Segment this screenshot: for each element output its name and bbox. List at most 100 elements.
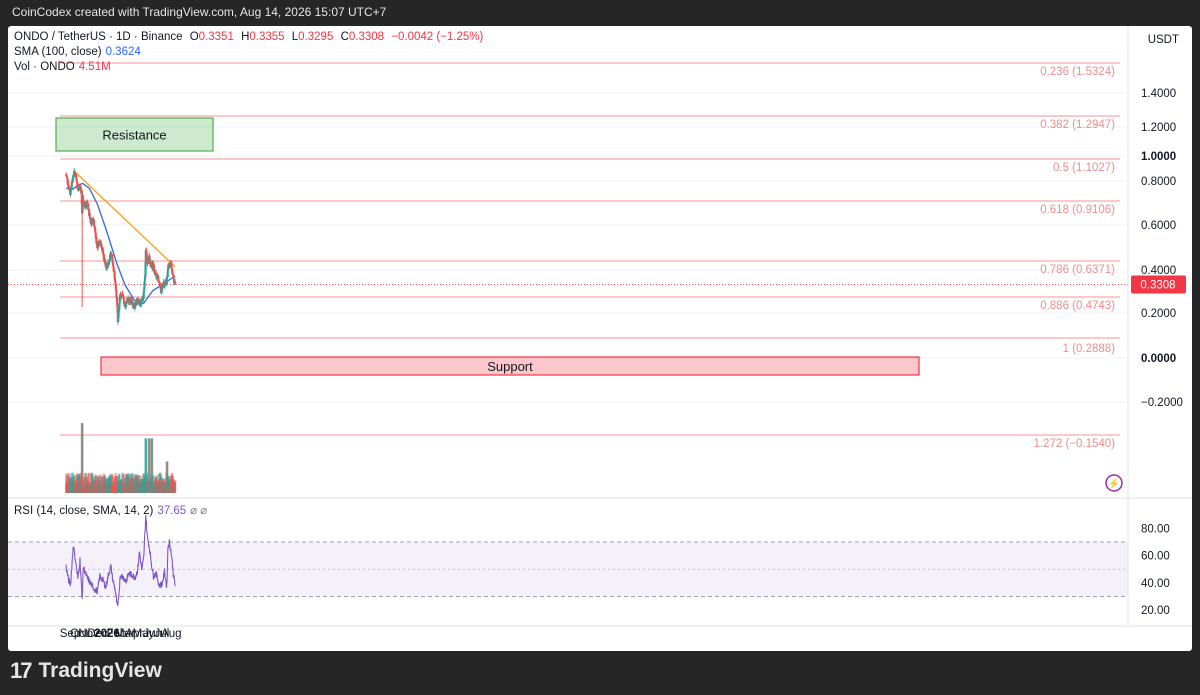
candle-body <box>137 298 140 302</box>
candle-body <box>155 273 158 277</box>
alert-icon[interactable] <box>1105 474 1123 492</box>
currency-label[interactable]: USDT <box>1147 34 1179 46</box>
zone-support <box>100 356 920 376</box>
time-tick-label: May <box>133 628 155 640</box>
fib-label: 1.272 (−0.1540) <box>1033 438 1115 450</box>
legend-rsi[interactable]: RSI (14, close, SMA, 14, 2) 37.65 ⌀ ⌀ <box>14 503 207 517</box>
volume-bar <box>174 481 177 493</box>
rsi-tick-label: 80.00 <box>1141 523 1170 535</box>
candle-body <box>171 268 174 274</box>
fib-levels: 0.236 (1.5324) 0.382 (1.2947) 0.5 (1.1027)… <box>60 62 1120 450</box>
alert-layer: ⚡ <box>1105 474 1123 492</box>
chart-panel: Resistance Support 0.236 (1.5324) 0.382 (1… <box>8 26 1192 651</box>
rsi-tick-label: 60.00 <box>1141 551 1170 563</box>
snapshot-header: CoinCodex created with TradingView.com, … <box>12 5 387 19</box>
candle-body <box>115 297 119 306</box>
rsi-tick-label: 20.00 <box>1141 605 1170 617</box>
candle-body <box>116 305 119 313</box>
rsi-tick-label: 40.00 <box>1141 578 1170 590</box>
time-tick-label: Apr <box>125 628 143 640</box>
candle-body <box>125 302 128 307</box>
candle-body <box>118 307 121 311</box>
candle-body <box>71 180 74 183</box>
legend-sma-value: 0.3624 <box>105 46 141 58</box>
candle-body <box>111 254 114 258</box>
candle-body <box>170 263 173 269</box>
candle-body <box>102 253 105 258</box>
fib-label: 0.618 (0.9106) <box>1040 204 1115 216</box>
candle-body <box>66 178 69 184</box>
candle-body <box>148 258 151 262</box>
legend-sma[interactable]: SMA (100, close) 0.3624 <box>14 46 141 58</box>
candle-body <box>108 255 112 260</box>
volume-bar <box>148 438 151 493</box>
chart-svg[interactable]: Resistance Support 0.236 (1.5324) 0.382 (1… <box>8 26 1192 651</box>
candle-body <box>76 182 79 188</box>
legend-c-value: 0.3308 <box>348 31 385 43</box>
time-tick-label: Jun <box>144 628 163 640</box>
legend-rsi-label: RSI (14, close, SMA, 14, 2) <box>14 505 154 517</box>
candle-body <box>165 276 169 280</box>
legend-symbol[interactable]: ONDO / TetherUS · 1D · Binance <box>14 31 183 43</box>
fib-label: 0.382 (1.2947) <box>1040 119 1115 131</box>
tradingview-logo[interactable]: 17 TradingView <box>10 658 162 684</box>
volume-bar <box>82 476 85 493</box>
time-tick-label: 2026 <box>94 628 120 640</box>
legend-change: −0.0042 (−1.25%) <box>391 31 484 43</box>
candle-body <box>118 302 121 308</box>
candle-body <box>156 275 160 278</box>
zone-label: Support <box>487 359 533 374</box>
legend-l-label: L <box>291 31 299 43</box>
candle-body <box>159 286 162 290</box>
candle-body <box>149 260 152 267</box>
candles <box>64 167 177 325</box>
candle-body <box>92 219 96 225</box>
candle-body <box>119 293 122 298</box>
candle-body <box>144 262 147 276</box>
candle-body <box>103 259 106 264</box>
price-tick-label: 1.4000 <box>1141 88 1176 100</box>
candle-body <box>69 188 72 195</box>
candle-body <box>174 281 177 284</box>
volume-bar <box>99 474 102 493</box>
last-price-text: 0.3308 <box>1140 280 1175 292</box>
candle-body <box>105 265 108 267</box>
candle-body <box>79 186 82 191</box>
volume-bar <box>145 438 148 493</box>
candle-body <box>107 262 110 265</box>
candle-body <box>74 173 78 177</box>
legend-l-value: 0.3295 <box>298 31 334 43</box>
candle-body <box>111 262 115 266</box>
legend-vol[interactable]: Vol · ONDO 4.51M <box>14 61 111 73</box>
legend-sma-label: SMA (100, close) <box>14 46 102 58</box>
price-tick-label: 0.0000 <box>1141 353 1176 365</box>
price-axis: 1.4000 1.2000 1.0000 0.8000 0.6000 0.4000 0.20… <box>1141 88 1183 409</box>
last-price-box <box>1131 275 1186 294</box>
candle-body <box>157 277 160 282</box>
candle-body <box>118 297 121 303</box>
price-tick-label: −0.2000 <box>1141 397 1183 409</box>
zones-layer: Resistance Support <box>55 117 920 376</box>
fib-label: 0.786 (0.6371) <box>1040 264 1115 276</box>
fib-label: 0.5 (1.1027) <box>1053 162 1115 174</box>
candle-body <box>71 181 74 183</box>
legend-ohlc: ONDO / TetherUS · 1D · Binance O0.3351 H… <box>14 31 483 43</box>
price-tick-label: 0.8000 <box>1141 176 1176 188</box>
candle-body <box>143 280 146 287</box>
rsi-line <box>65 514 176 606</box>
time-tick-label: Jul <box>155 628 170 640</box>
candle-body <box>110 254 113 255</box>
legend-o-value: 0.3351 <box>198 31 234 43</box>
trendline-layer <box>73 170 176 268</box>
candle-body <box>113 271 116 273</box>
legend-rsi-extra: ⌀ ⌀ <box>190 505 208 517</box>
price-tick-label: 0.6000 <box>1141 220 1176 232</box>
volume-bar <box>81 423 84 493</box>
candle-body <box>122 295 125 298</box>
candle-body <box>81 195 85 200</box>
candle-body <box>160 290 163 293</box>
legend-vol-value: 4.51M <box>78 61 111 73</box>
legend-rsi-value: 37.65 <box>157 505 187 517</box>
legend-h-value: 0.3355 <box>249 31 285 43</box>
